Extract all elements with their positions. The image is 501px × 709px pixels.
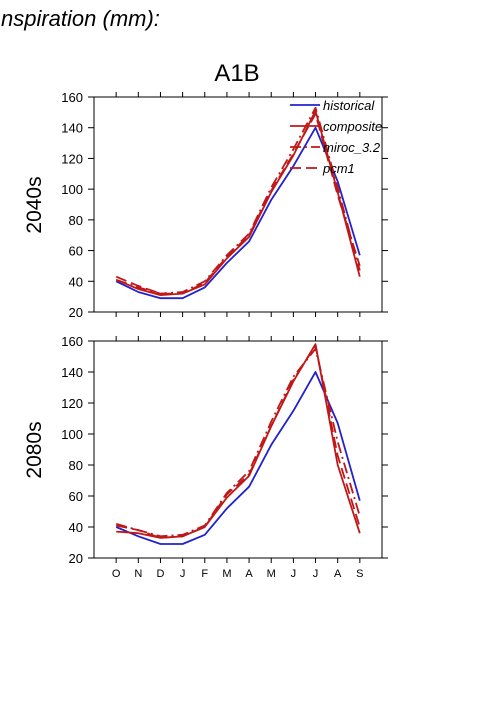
plot-frame — [93, 340, 383, 559]
y-tick-label: 100 — [61, 182, 83, 197]
y-tick-label: 80 — [69, 213, 83, 228]
series-line-composite — [116, 343, 361, 539]
series-line-historical — [115, 126, 361, 300]
y-tick-label: 120 — [61, 151, 83, 166]
x-tick-label: S — [356, 568, 363, 580]
y-tick-label: 160 — [61, 334, 83, 349]
panel-2040s: 2040s 20 40 60 80 100 120 140 160 historical comp… — [23, 90, 388, 320]
figure-header: nspiration (mm): — [1, 6, 160, 31]
x-tick-label: J — [291, 568, 297, 580]
scenario-title: A1B — [214, 60, 259, 87]
x-tick-label: F — [201, 568, 208, 580]
series-line-composite — [115, 109, 361, 297]
plot-frame — [93, 96, 383, 313]
x-tick-label: A — [334, 568, 342, 580]
x-tick-label: M — [222, 568, 231, 580]
y-tick-label: 20 — [69, 305, 83, 320]
x-tick-label: O — [112, 568, 121, 580]
row-label-2080s: 2080s — [23, 421, 46, 478]
x-tick-label: N — [134, 568, 142, 580]
legend-label: historical — [323, 98, 375, 113]
y-tick-label: 40 — [69, 274, 83, 289]
y-tick-label: 160 — [61, 90, 83, 105]
x-tick-label: D — [156, 568, 164, 580]
y-tick-label: 140 — [61, 365, 83, 380]
x-tick-label: J — [313, 568, 319, 580]
x-tick-label: J — [180, 568, 186, 580]
y-tick-label: 60 — [69, 244, 83, 259]
series-line-pcm1 — [115, 113, 361, 295]
series-line-pcm1 — [116, 344, 361, 539]
y-tick-label: 60 — [69, 489, 83, 504]
series-line-historical — [115, 371, 361, 545]
y-tick-label: 120 — [61, 396, 83, 411]
x-tick-label: M — [267, 568, 276, 580]
y-tick-label: 40 — [69, 520, 83, 535]
y-tick-label: 80 — [69, 458, 83, 473]
row-label-2040s: 2040s — [23, 176, 46, 233]
series-line-miroc-3-2 — [115, 106, 361, 295]
legend-label: composite — [323, 119, 382, 134]
y-tick-label: 140 — [61, 121, 83, 136]
series-line-miroc-3-2 — [115, 347, 361, 538]
y-tick-label: 100 — [61, 427, 83, 442]
y-tick-label: 20 — [69, 551, 83, 566]
legend-label: miroc_3.2 — [323, 140, 381, 155]
legend-label: pcm1 — [322, 161, 355, 176]
x-tick-label: A — [245, 568, 253, 580]
panel-2080s: 2080s 20 40 60 80 100 120 140 160 O N D J F M A M J J A S — [23, 334, 388, 580]
